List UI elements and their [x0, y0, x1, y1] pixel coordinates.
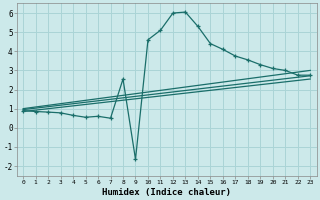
X-axis label: Humidex (Indice chaleur): Humidex (Indice chaleur)	[102, 188, 231, 197]
